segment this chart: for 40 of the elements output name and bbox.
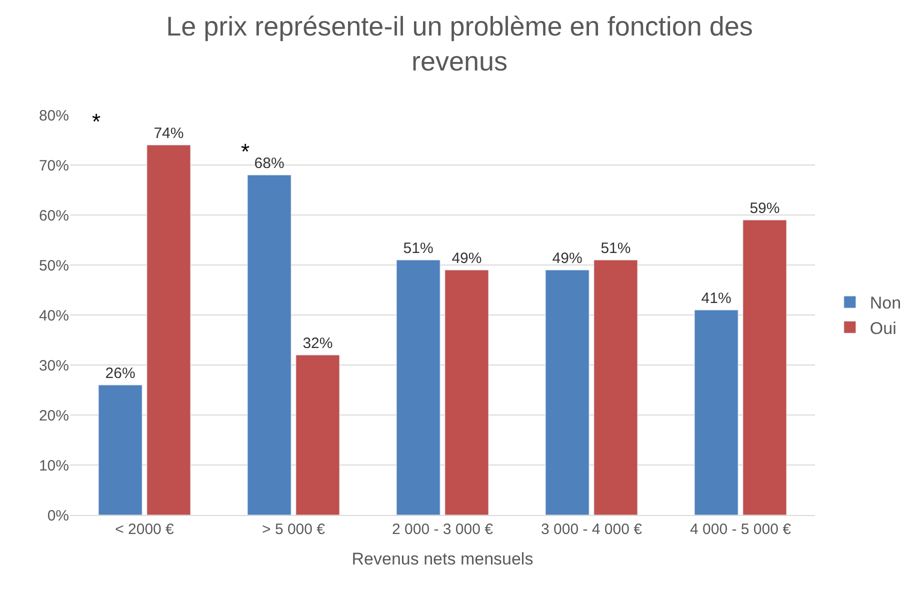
y-tick-label: 0% <box>47 507 69 524</box>
y-tick-label: 40% <box>38 307 69 324</box>
y-tick-label: 60% <box>38 207 69 224</box>
legend-label: Oui <box>870 318 896 338</box>
x-tick-label: < 2000 € <box>115 521 175 538</box>
bar <box>296 354 340 515</box>
y-tick-label: 80% <box>38 107 69 124</box>
x-tick-label: 2 000 - 3 000 € <box>392 521 494 538</box>
chart-title: Le prix représente-il un problème en fonction des revenus <box>166 11 753 76</box>
y-tick-label: 10% <box>38 457 69 474</box>
annotation: * <box>92 109 101 134</box>
data-label: 49% <box>552 250 582 267</box>
data-label: 49% <box>452 250 482 267</box>
bar <box>444 270 489 515</box>
data-label: 26% <box>105 365 136 382</box>
bar <box>396 260 440 515</box>
bar <box>545 270 590 515</box>
y-tick-label: 50% <box>38 257 69 274</box>
x-tick-label: 4 000 - 5 000 € <box>690 521 792 538</box>
y-tick-label: 70% <box>38 157 69 174</box>
bar <box>694 310 738 515</box>
data-label: 41% <box>701 290 732 307</box>
data-label: 32% <box>302 335 333 352</box>
data-label: 74% <box>154 125 184 142</box>
bar <box>98 384 142 515</box>
data-label: 59% <box>750 200 780 217</box>
x-axis-title: Revenus nets mensuels <box>352 549 534 568</box>
data-label: 51% <box>403 240 434 257</box>
bar <box>146 144 191 515</box>
data-label: 51% <box>600 240 631 257</box>
x-tick-label: 3 000 - 4 000 € <box>541 521 643 538</box>
annotation: * <box>241 139 250 164</box>
y-tick-label: 20% <box>38 407 69 424</box>
x-tick-label: > 5 000 € <box>262 521 326 538</box>
data-label: 68% <box>254 155 284 172</box>
y-tick-label: 30% <box>38 357 69 374</box>
bar <box>247 174 292 515</box>
bar <box>742 220 787 515</box>
bar <box>594 260 638 515</box>
legend-label: Non <box>870 294 902 313</box>
